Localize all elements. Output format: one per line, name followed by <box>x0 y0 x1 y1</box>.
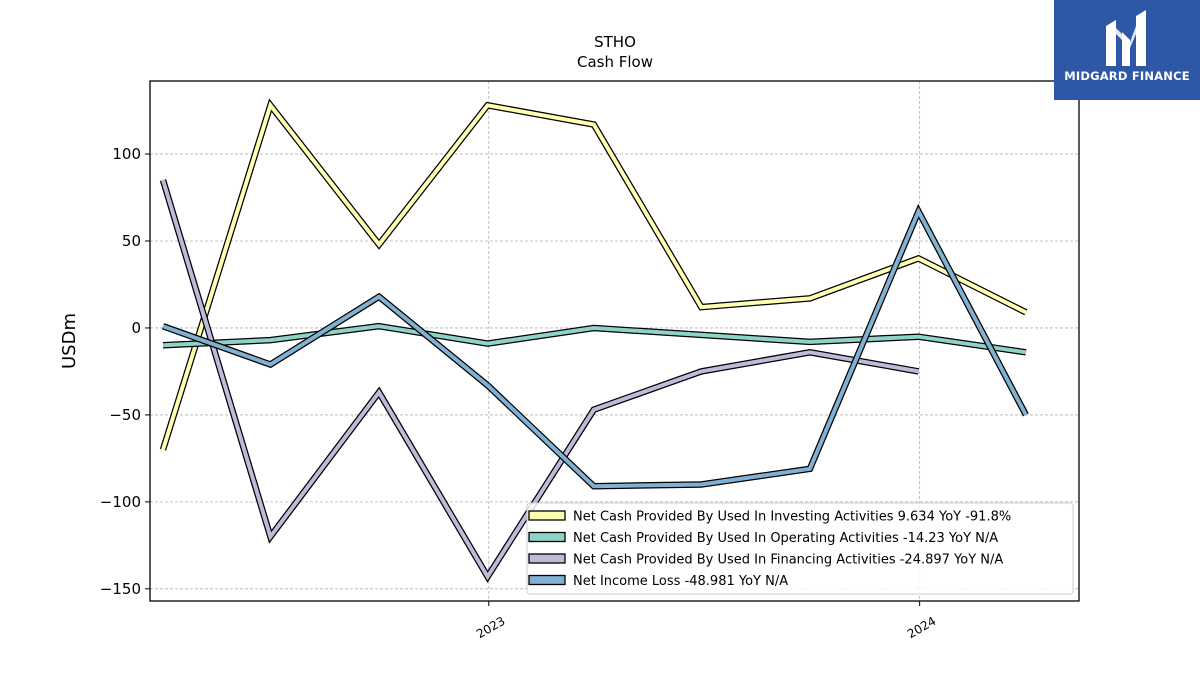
y-tick-label: 100 <box>112 145 141 163</box>
series-1-outline <box>159 98 1028 451</box>
logo-mark-icon <box>1106 10 1146 66</box>
series-1-stroke <box>161 101 1027 451</box>
series-4-line <box>161 203 1029 490</box>
chart-subtitle: Cash Flow <box>577 53 653 71</box>
legend: Net Cash Provided By Used In Investing A… <box>526 502 1074 595</box>
legend-entry-label: Net Cash Provided By Used In Operating A… <box>573 531 998 546</box>
series-2-stroke <box>162 324 1027 355</box>
y-tick-label: −50 <box>109 406 141 424</box>
legend-entry-label: Net Cash Provided By Used In Investing A… <box>573 510 1011 525</box>
chart-title: STHO <box>594 33 636 51</box>
y-tick-label: 50 <box>122 232 141 250</box>
legend-entry-label: Net Cash Provided By Used In Financing A… <box>573 553 1003 568</box>
series-3-stroke <box>161 179 919 581</box>
y-axis-label: USDm <box>59 313 80 369</box>
series-1-line <box>159 98 1028 451</box>
y-tick-label: −150 <box>100 580 141 598</box>
series-lines <box>159 98 1029 583</box>
legend-entry-label: Net Income Loss -48.981 YoY N/A <box>573 574 788 589</box>
y-tick-label: −100 <box>100 493 141 511</box>
x-tick-label: 2024 <box>905 614 938 641</box>
logo-text: MIDGARD FINANCE <box>1064 69 1190 83</box>
legend-swatch <box>528 510 566 521</box>
legend-swatch <box>528 574 566 586</box>
x-tick-label: 2023 <box>474 614 507 641</box>
series-2-line <box>162 322 1027 356</box>
series-3-line <box>159 179 920 583</box>
midgard-finance-logo: MIDGARD FINANCE <box>1054 0 1200 100</box>
legend-swatch <box>528 553 566 564</box>
legend-swatch <box>528 531 566 543</box>
series-4-stroke <box>162 206 1028 489</box>
legend-box <box>526 502 1074 595</box>
y-tick-label: 0 <box>131 319 141 337</box>
plot-area-frame <box>149 80 1080 602</box>
